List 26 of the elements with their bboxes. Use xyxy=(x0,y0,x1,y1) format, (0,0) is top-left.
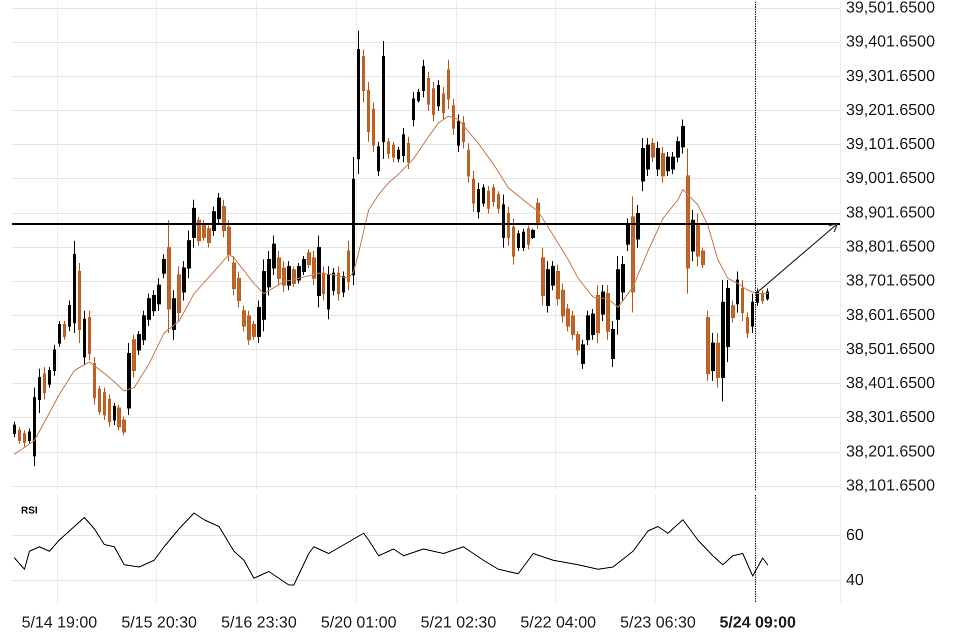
y-tick-label: 60 xyxy=(846,527,864,544)
y-tick-label: 39,501.6500 xyxy=(846,0,936,16)
x-tick-label: 5/14 19:00 xyxy=(22,614,98,632)
y-tick-label: 38,401.6500 xyxy=(846,375,936,392)
x-tick-label: 5/24 09:00 xyxy=(719,614,796,632)
y-tick-label: 39,301.6500 xyxy=(846,68,936,85)
y-tick-label: 38,301.6500 xyxy=(846,409,936,426)
y-tick-label: 38,801.6500 xyxy=(846,238,936,256)
x-tick-label: 5/20 01:00 xyxy=(320,614,397,632)
text: RSI xyxy=(21,506,38,516)
y-tick-label: 40 xyxy=(846,572,864,589)
y-tick-label: 38,901.6500 xyxy=(846,204,936,222)
x-tick-label: 5/21 02:30 xyxy=(420,614,496,632)
y-tick-label: 38,101.6500 xyxy=(846,478,936,495)
x-tick-label: 5/16 23:30 xyxy=(221,614,297,632)
y-tick-label: 39,201.6500 xyxy=(846,102,936,119)
y-tick-label: 38,701.6500 xyxy=(846,272,936,290)
y-tick-label: 38,601.6500 xyxy=(846,306,936,324)
y-tick-label: 39,101.6500 xyxy=(846,136,936,154)
x-tick-label: 5/22 04:00 xyxy=(520,614,596,632)
y-tick-label: 39,001.6500 xyxy=(846,170,936,188)
y-tick-label: 39,401.6500 xyxy=(846,34,936,51)
x-tick-label: 5/15 20:30 xyxy=(121,614,198,632)
y-tick-label: 38,201.6500 xyxy=(846,443,936,460)
x-tick-label: 5/23 06:30 xyxy=(620,614,696,632)
y-tick-label: 38,501.6500 xyxy=(846,340,936,358)
